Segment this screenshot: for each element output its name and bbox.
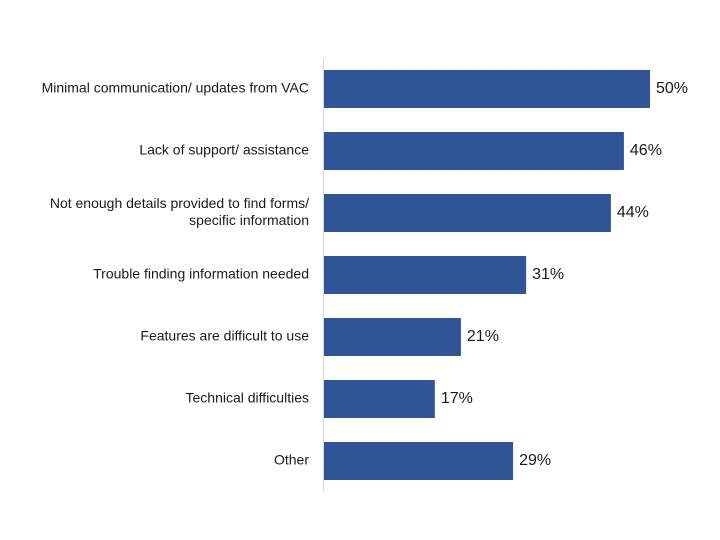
value-label: 21% <box>467 328 499 345</box>
category-label: Trouble finding information needed <box>93 266 309 282</box>
category-label: Not enough details provided to find form… <box>50 195 309 228</box>
category-label-line: Trouble finding information needed <box>93 266 309 282</box>
category-label-line: Other <box>274 452 309 468</box>
category-label: Technical difficulties <box>186 390 309 406</box>
bars-group <box>324 70 650 480</box>
bar <box>324 380 435 418</box>
category-label-line: Features are difficult to use <box>140 328 309 344</box>
category-label: Minimal communication/ updates from VAC <box>42 80 309 96</box>
category-label-line: Lack of support/ assistance <box>139 142 309 158</box>
category-label-line: Minimal communication/ updates from VAC <box>42 80 309 96</box>
bar <box>324 132 624 170</box>
category-label: Other <box>274 452 309 468</box>
value-label: 29% <box>519 452 551 469</box>
value-label: 44% <box>617 204 649 221</box>
category-label: Lack of support/ assistance <box>139 142 309 158</box>
value-label: 31% <box>532 266 564 283</box>
category-labels-group: Minimal communication/ updates from VAC L… <box>42 80 310 468</box>
value-label: 50% <box>656 80 688 97</box>
category-label: Features are difficult to use <box>140 328 309 344</box>
category-label-line: Technical difficulties <box>186 390 309 406</box>
bar <box>324 442 514 480</box>
bar <box>324 70 650 108</box>
category-label-line: specific information <box>189 212 309 228</box>
value-labels-group: 50% 46% 44% 31% 21% 17% 29% <box>441 80 688 469</box>
category-label-line: Not enough details provided to find form… <box>50 195 309 211</box>
value-label: 46% <box>630 142 662 159</box>
bar <box>324 318 461 356</box>
value-label: 17% <box>441 390 473 407</box>
bar <box>324 256 527 294</box>
bar <box>324 194 611 232</box>
